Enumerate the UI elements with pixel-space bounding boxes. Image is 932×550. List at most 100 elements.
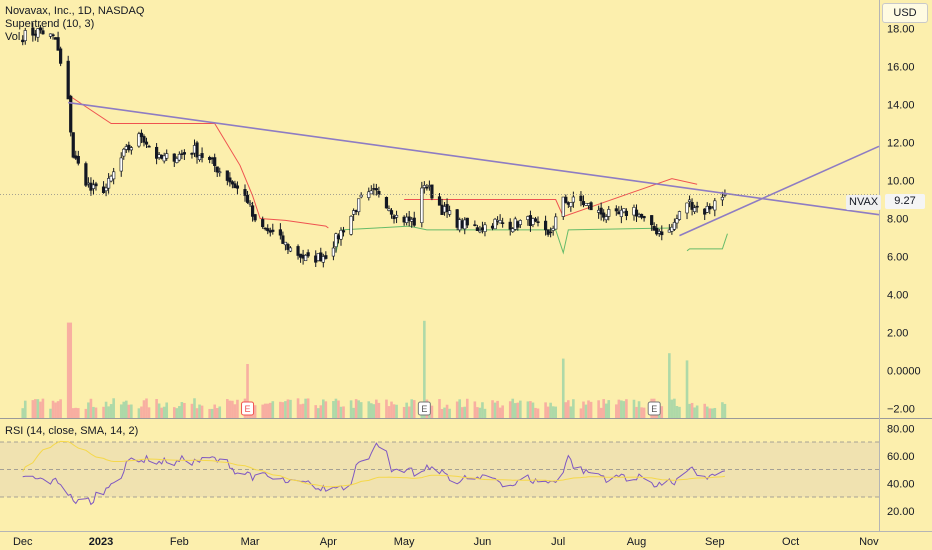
candle-body <box>526 216 530 220</box>
candle-body <box>324 255 328 259</box>
volume-bar <box>54 402 57 418</box>
volume-bar <box>564 402 568 418</box>
volume-bar <box>213 404 216 418</box>
volume-bar <box>266 403 270 418</box>
candle-body <box>301 254 305 259</box>
candle-body <box>288 247 293 252</box>
volume-bar <box>296 398 300 418</box>
volume-bar <box>190 403 194 418</box>
candle-body <box>182 152 186 155</box>
volume-bar <box>31 400 35 418</box>
volume-bar <box>39 401 42 418</box>
volume-bar <box>226 399 229 418</box>
volume-bar <box>261 404 264 418</box>
candle-body <box>495 219 500 222</box>
volume-bar <box>632 399 636 418</box>
candle-body <box>36 28 40 38</box>
candle-body <box>76 155 80 164</box>
volume-bar <box>178 406 181 418</box>
volume-bar <box>708 408 712 418</box>
volume-bar <box>678 406 681 418</box>
time-tick-label: Dec <box>13 536 33 548</box>
candle-body <box>281 235 285 244</box>
candle-body <box>354 210 358 213</box>
earnings-marker <box>241 401 255 416</box>
volume-bar <box>569 406 573 418</box>
supertrend-resistance <box>67 94 329 229</box>
candle-body <box>306 252 310 257</box>
volume-bar <box>410 399 414 418</box>
candle-body <box>372 188 376 190</box>
volume-bar <box>483 408 487 418</box>
candle-body <box>639 213 644 218</box>
volume-bar <box>423 320 426 418</box>
candle-body <box>367 191 371 198</box>
time-tick-label: Oct <box>782 536 799 548</box>
volume-bar <box>157 403 161 418</box>
candle-body <box>369 190 373 195</box>
candle-body <box>695 205 699 208</box>
candle-body <box>584 202 588 206</box>
volume-bar <box>316 408 320 418</box>
volume-bar <box>208 408 211 418</box>
volume-bar <box>443 407 446 418</box>
candle-body <box>566 202 570 205</box>
price-tick-label: 14.00 <box>887 100 915 112</box>
volume-bar <box>155 399 158 418</box>
price-tick-label: 10.00 <box>887 176 915 188</box>
volume-bar <box>160 407 163 418</box>
candle-body <box>508 221 512 230</box>
candle-body <box>412 217 416 226</box>
volume-bar <box>670 399 674 418</box>
candle-body <box>157 154 161 158</box>
candle-body <box>660 231 664 236</box>
candle-body <box>579 195 583 202</box>
candle-body <box>597 209 601 213</box>
volume-bar <box>127 404 131 418</box>
volume-bar <box>688 403 691 418</box>
currency-selector[interactable]: USD <box>882 3 928 23</box>
candle-body <box>685 202 689 214</box>
candle-body <box>59 48 63 64</box>
volume-bar <box>104 401 108 418</box>
candle-body <box>101 186 106 194</box>
volume-bar <box>640 407 643 418</box>
candle-body <box>89 182 93 191</box>
candle-body <box>142 136 146 143</box>
volume-bar <box>673 398 676 418</box>
volume-bar <box>375 399 378 418</box>
volume-bar <box>357 400 360 418</box>
volume-bar <box>473 401 477 418</box>
volume-bar <box>460 407 464 418</box>
candle-body <box>84 163 88 186</box>
candle-body <box>483 224 487 232</box>
volume-bar <box>584 404 588 418</box>
volume-bar <box>625 399 628 418</box>
volume-bar <box>334 398 338 418</box>
volume-bar <box>359 402 363 418</box>
earnings-marker <box>417 401 431 416</box>
volume-bar <box>74 407 78 418</box>
candle-body <box>104 187 108 192</box>
volume-bar <box>567 400 570 418</box>
candle-body <box>124 146 128 150</box>
candle-body <box>667 229 671 233</box>
volume-bar <box>713 407 717 418</box>
volume-bar <box>306 398 310 418</box>
candle-body <box>614 208 618 212</box>
candle-body <box>670 226 674 232</box>
candle-body <box>339 229 343 240</box>
candle-body <box>341 230 346 233</box>
price-tick-label: 4.00 <box>887 290 908 302</box>
volume-bar <box>210 408 214 418</box>
candle-body <box>195 142 199 158</box>
volume-bar <box>107 406 110 418</box>
volume-bar <box>511 398 515 418</box>
candle-body <box>225 170 229 181</box>
volume-bar <box>587 400 590 418</box>
candle-body <box>261 219 265 228</box>
candle-body <box>38 27 43 31</box>
candle-body <box>652 225 656 231</box>
candle-body <box>321 256 325 263</box>
